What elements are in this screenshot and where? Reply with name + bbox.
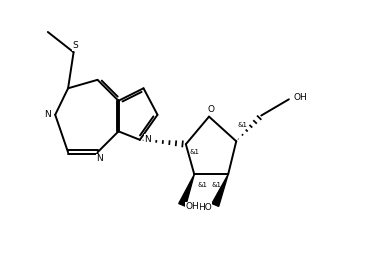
Text: HO: HO — [198, 203, 212, 212]
Text: N: N — [44, 110, 50, 119]
Text: O: O — [207, 105, 215, 114]
Text: N: N — [145, 135, 151, 143]
Text: &1: &1 — [237, 122, 247, 128]
Text: &1: &1 — [211, 182, 222, 189]
Text: OH: OH — [293, 93, 307, 102]
Text: N: N — [96, 154, 103, 163]
Text: S: S — [72, 41, 78, 50]
Polygon shape — [179, 174, 194, 206]
Text: &1: &1 — [197, 182, 208, 189]
Text: &1: &1 — [189, 149, 199, 155]
Text: OH: OH — [185, 202, 199, 211]
Polygon shape — [212, 174, 228, 206]
